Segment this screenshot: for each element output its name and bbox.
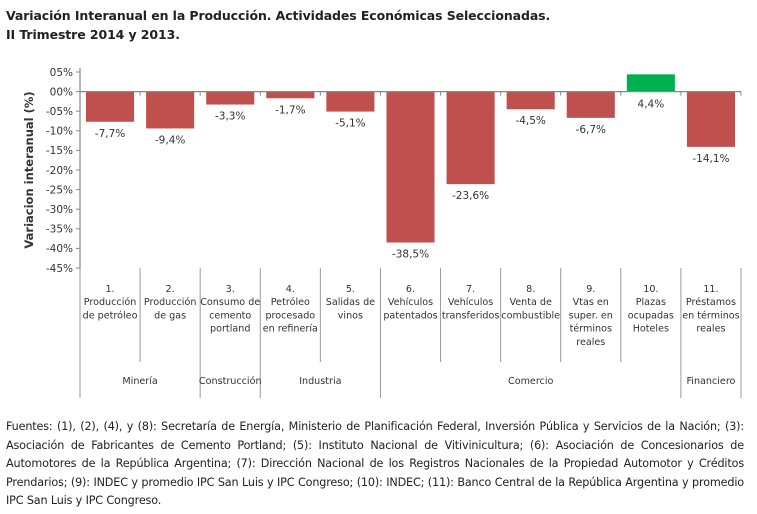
category-label-line: 9. bbox=[586, 284, 595, 295]
category-label-line: patentados bbox=[383, 310, 437, 321]
bar-1 bbox=[86, 91, 135, 122]
bar-9 bbox=[566, 91, 615, 118]
labels-layer: -7,7% -9,4% -3,3% -1,7% -5,1% -38,5% -23,6% -4,… bbox=[83, 99, 740, 387]
category-label-9: 9. Vtas en super. en términos reales bbox=[569, 284, 613, 348]
category-label-line: combustible bbox=[501, 310, 560, 321]
category-label-line: transferidos bbox=[442, 310, 500, 321]
bar-7 bbox=[446, 91, 495, 185]
axis-layer: 05% 00% -05% -10% -15% -20% -25% -30% -35% -40% -4… bbox=[46, 67, 742, 398]
group-label-4: Comercio bbox=[508, 376, 553, 387]
category-label-line: Consumo de bbox=[200, 297, 260, 308]
category-label-line: 4. bbox=[286, 284, 295, 295]
y-tick-label: -30% bbox=[46, 204, 73, 216]
category-label-line: de petróleo bbox=[83, 309, 138, 321]
category-label-line: Préstamos bbox=[686, 296, 736, 308]
category-label-line: 1. bbox=[105, 284, 114, 295]
category-label-4: 4. Petróleo procesado en refinería bbox=[263, 284, 318, 335]
category-label-line: procesado bbox=[265, 310, 315, 321]
data-label-1: -7,7% bbox=[95, 128, 125, 140]
category-label-line: Producción bbox=[144, 296, 197, 308]
category-label-line: vinos bbox=[338, 310, 363, 321]
y-tick-label: 05% bbox=[50, 67, 73, 79]
data-label-7: -23,6% bbox=[452, 190, 489, 202]
category-label-11: 11. Préstamos en términos reales bbox=[682, 284, 739, 335]
y-tick-label: -35% bbox=[46, 224, 73, 236]
category-label-line: 2. bbox=[166, 284, 175, 295]
y-tick-label: -25% bbox=[46, 184, 73, 196]
category-label-line: 7. bbox=[466, 284, 475, 295]
category-label-line: Plazas bbox=[636, 297, 666, 308]
category-label-3: 3. Consumo de cemento portland bbox=[200, 284, 260, 335]
group-label-3: Industria bbox=[299, 376, 341, 387]
bars-layer bbox=[86, 74, 735, 243]
category-label-line: 10. bbox=[643, 284, 658, 295]
data-label-9: -6,7% bbox=[576, 124, 606, 136]
category-label-line: de gas bbox=[154, 310, 186, 321]
group-label-2: Construcción bbox=[199, 375, 262, 387]
y-tick-label: -15% bbox=[46, 145, 73, 157]
data-label-5: -5,1% bbox=[335, 118, 365, 130]
chart-title-line-1: Variación Interanual en la Producción. A… bbox=[6, 8, 551, 23]
bar-3 bbox=[206, 91, 255, 105]
group-label-1: Minería bbox=[122, 375, 157, 387]
y-tick-label: -40% bbox=[46, 243, 73, 255]
category-label-1: 1. Producción de petróleo bbox=[83, 284, 138, 321]
category-label-line: términos bbox=[570, 323, 612, 335]
bar-4 bbox=[266, 91, 315, 99]
category-label-line: Salidas de bbox=[326, 297, 375, 308]
category-label-line: 5. bbox=[346, 284, 355, 295]
bar-2 bbox=[146, 91, 195, 129]
category-label-line: Vehículos bbox=[448, 296, 493, 308]
category-label-line: en términos bbox=[682, 309, 739, 321]
category-label-line: reales bbox=[696, 324, 725, 335]
y-tick-label: -10% bbox=[46, 126, 73, 138]
category-label-line: 8. bbox=[526, 284, 535, 295]
data-label-10: 4,4% bbox=[638, 99, 665, 111]
category-label-6: 6. Vehículos patentados bbox=[383, 284, 437, 321]
category-label-line: ocupadas bbox=[628, 310, 674, 321]
category-label-line: Vtas en bbox=[573, 297, 609, 308]
category-label-line: portland bbox=[210, 324, 250, 335]
category-label-line: en refinería bbox=[263, 323, 318, 335]
category-label-line: cemento bbox=[209, 310, 251, 321]
category-label-line: Petróleo bbox=[271, 296, 310, 308]
chart-title: Variación Interanual en la Producción. A… bbox=[6, 6, 550, 44]
data-label-11: -14,1% bbox=[692, 153, 729, 165]
category-label-7: 7. Vehículos transferidos bbox=[442, 284, 500, 321]
bar-6 bbox=[386, 91, 435, 243]
y-tick-label: -45% bbox=[46, 263, 73, 275]
category-label-line: Vehículos bbox=[388, 296, 433, 308]
y-tick-label: 00% bbox=[50, 86, 73, 98]
sources-footnote: Fuentes: (1), (2), (4), y (8): Secretarí… bbox=[6, 420, 744, 507]
category-label-2: 2. Producción de gas bbox=[144, 284, 197, 321]
chart-title-line-2: II Trimestre 2014 y 2013. bbox=[6, 27, 180, 42]
group-label-5: Financiero bbox=[686, 376, 735, 387]
data-label-4: -1,7% bbox=[275, 104, 305, 116]
category-label-line: 11. bbox=[703, 284, 718, 295]
y-axis-label: Variacion interanual (%) bbox=[22, 91, 36, 248]
bar-8 bbox=[506, 91, 555, 110]
bar-5 bbox=[326, 91, 375, 112]
category-label-8: 8. Venta de combustible bbox=[501, 284, 560, 321]
category-label-line: 3. bbox=[226, 284, 235, 295]
bar-11 bbox=[686, 91, 735, 147]
y-tick-label: -05% bbox=[46, 106, 73, 118]
category-label-line: Venta de bbox=[509, 297, 552, 308]
category-label-line: 6. bbox=[406, 284, 415, 295]
data-label-2: -9,4% bbox=[155, 134, 185, 146]
data-label-8: -4,5% bbox=[515, 115, 545, 127]
data-label-6: -38,5% bbox=[392, 249, 429, 261]
y-tick-label: -20% bbox=[46, 165, 73, 177]
category-label-10: 10. Plazas ocupadas Hoteles bbox=[628, 284, 674, 335]
category-label-line: Hoteles bbox=[633, 324, 669, 335]
data-label-3: -3,3% bbox=[215, 111, 245, 123]
category-label-line: super. en bbox=[569, 310, 613, 321]
category-label-line: Producción bbox=[84, 296, 137, 308]
bar-10 bbox=[626, 74, 675, 92]
category-label-line: reales bbox=[576, 337, 605, 348]
bar-chart: 05% 00% -05% -10% -15% -20% -25% -30% -35% -40% -4… bbox=[22, 67, 742, 398]
category-label-5: 5. Salidas de vinos bbox=[326, 284, 375, 321]
